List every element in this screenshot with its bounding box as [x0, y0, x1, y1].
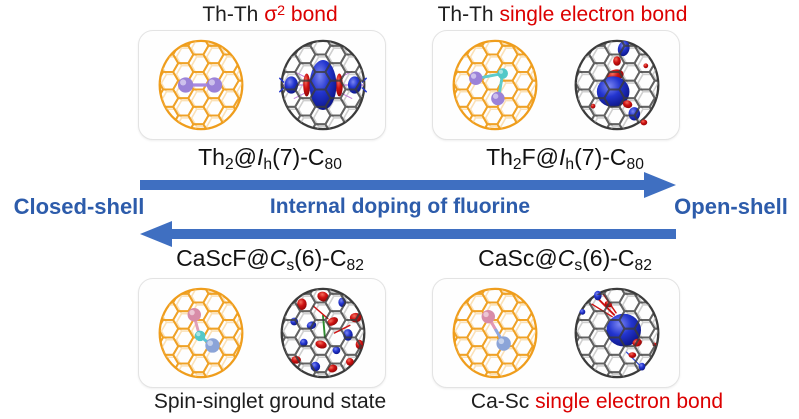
- red-orbital-lobe: [590, 103, 596, 109]
- open-shell-label: Open-shell: [674, 194, 788, 219]
- backward-arrow-head-icon: [140, 221, 172, 247]
- internal-doping-label: Internal doping of fluorine: [269, 195, 531, 218]
- red-orbital-lobe: [345, 357, 354, 366]
- blue-orbital-lobe: [638, 362, 645, 371]
- blue-orbital-lobe: [299, 338, 308, 347]
- top-right-title: Th-Th single electron bond: [437, 3, 688, 26]
- blue-orbital-lobe: [579, 309, 585, 315]
- sc-atom: [205, 338, 221, 353]
- th2f-c80-formula: Th2F@Ih(7)-C80: [486, 144, 644, 174]
- cascf-c82-spin-density: [264, 285, 382, 381]
- th2-c80-cage-structure: [142, 37, 260, 133]
- red-orbital-lobe: [315, 340, 327, 349]
- red-orbital-lobe: [622, 100, 632, 109]
- red-orbital-lobe: [628, 352, 636, 358]
- ca-atom: [481, 309, 496, 324]
- blue-orbital-lobe: [332, 346, 340, 355]
- cascf-c82-panel: [138, 278, 386, 388]
- spin-singlet-caption: Spin-singlet ground state: [153, 390, 387, 413]
- red-orbital-lobe: [326, 317, 338, 326]
- sc-atom: [496, 336, 512, 351]
- red-orbital-lobe: [640, 119, 647, 126]
- red-orbital-lobe: [302, 73, 310, 97]
- cascf-c82-cage-structure: [142, 285, 260, 381]
- red-orbital-lobe: [317, 291, 329, 302]
- red-orbital-lobe: [612, 56, 621, 66]
- th2-c80-panel: [138, 30, 386, 140]
- forward-arrow-shaft: [140, 180, 645, 190]
- th-atom: [469, 71, 483, 85]
- top-left-title: Th-Th σ2 bond: [202, 2, 338, 26]
- fluorine-atom: [497, 68, 509, 79]
- casc-c82-orbital-isosurface: [558, 285, 676, 381]
- casc-c82-cage-structure: [436, 285, 554, 381]
- th2f-c80-orbital-isosurface: [558, 37, 676, 133]
- th-atom: [491, 91, 505, 106]
- th2f-c80-cage-structure: [436, 37, 554, 133]
- fluorine-atom: [195, 330, 206, 342]
- th2-c80-orbital-isosurface: [264, 37, 382, 133]
- ca-atom: [187, 308, 202, 322]
- blue-orbital-lobe: [593, 290, 602, 301]
- th2f-c80-panel: [432, 30, 680, 140]
- red-orbital-lobe: [643, 63, 648, 69]
- th2-c80-formula: Th2@Ih(7)-C80: [198, 144, 342, 174]
- forward-arrow-head-icon: [644, 172, 676, 198]
- cascf-c82-formula: CaScF@Cs(6)-C82: [176, 245, 364, 275]
- th-atom: [207, 77, 223, 93]
- th-atom: [178, 77, 194, 93]
- casc-c82-panel: [432, 278, 680, 388]
- red-orbital-lobe: [327, 364, 337, 373]
- red-orbital-lobe: [296, 298, 307, 310]
- backward-arrow-shaft: [172, 229, 676, 239]
- casc-c82-formula: CaSc@Cs(6)-C82: [478, 245, 652, 275]
- casc-bond-caption: Ca-Sc single electron bond: [470, 390, 724, 413]
- closed-shell-label: Closed-shell: [13, 194, 145, 219]
